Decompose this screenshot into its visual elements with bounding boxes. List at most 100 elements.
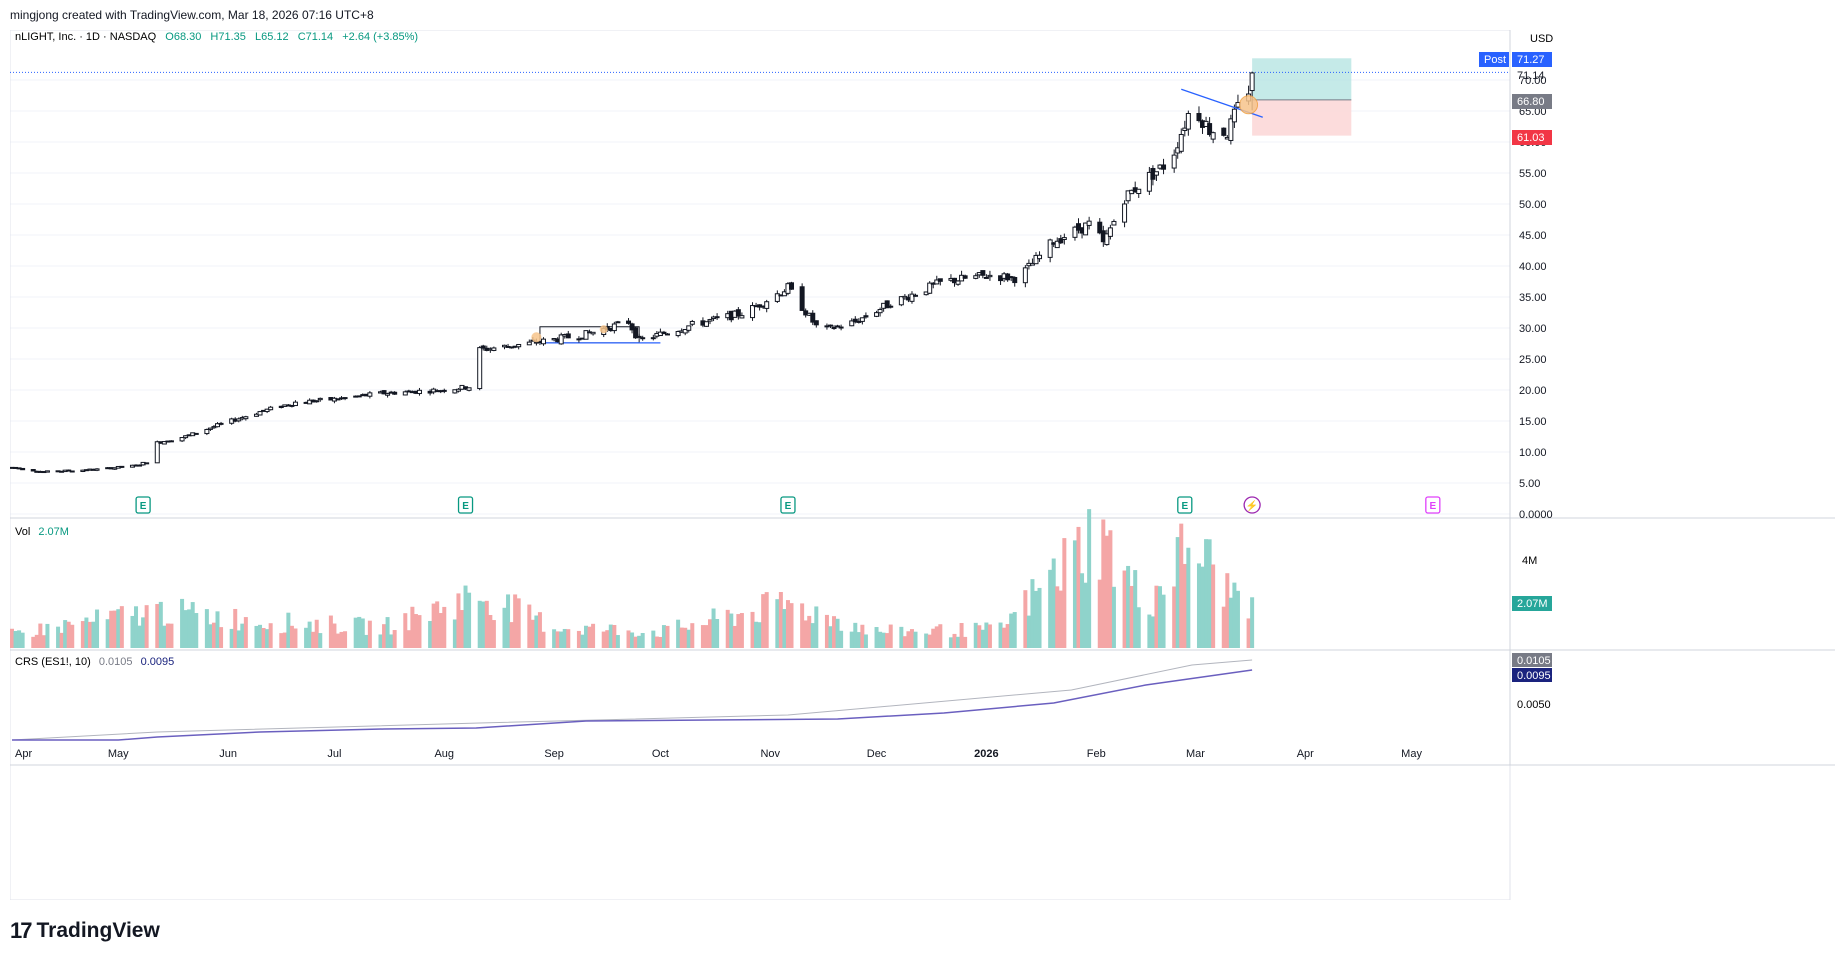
volume-bar[interactable] [1083,582,1088,648]
candle-body[interactable] [44,470,50,473]
earnings-event-icon[interactable] [780,496,796,514]
volume-bar[interactable] [484,600,489,648]
candle-body[interactable] [962,275,968,279]
volume-bar[interactable] [392,630,397,648]
candle-body[interactable] [884,300,890,309]
volume-bar[interactable] [1196,563,1201,648]
crs-lines[interactable] [11,659,1253,741]
candle-body[interactable] [179,437,185,442]
volume-bar[interactable] [591,623,596,648]
volume-bar[interactable] [807,615,812,648]
volume-bar[interactable] [112,610,117,648]
volume-bar[interactable] [584,625,588,648]
candle-body[interactable] [335,398,341,401]
volume-bar[interactable] [863,634,868,648]
candle-body[interactable] [466,387,472,391]
candle-body[interactable] [633,327,639,339]
volume-bar[interactable] [700,625,705,648]
volume-bar[interactable] [332,623,337,648]
candle-body[interactable] [831,326,837,330]
volume-bar[interactable] [162,625,167,648]
volume-bar[interactable] [849,631,854,648]
candle-body[interactable] [983,276,989,279]
candle-body[interactable] [480,345,486,349]
volume-bar[interactable] [233,608,238,648]
candle-body[interactable] [1022,267,1028,284]
candle-body[interactable] [735,309,741,317]
volume-bar[interactable] [789,603,794,648]
volume-bar[interactable] [732,625,737,648]
volume-bar[interactable] [134,606,139,648]
volume-bar[interactable] [481,601,486,648]
volume-bar[interactable] [339,631,344,648]
volume-bar[interactable] [1175,537,1180,648]
volume-bar[interactable] [66,621,71,648]
volume-bar[interactable] [775,599,780,648]
volume-bar[interactable] [931,628,936,648]
volume-bar[interactable] [59,632,64,648]
volume-bar[interactable] [839,630,844,648]
candle-body[interactable] [441,389,447,392]
volume-bar[interactable] [403,613,408,648]
volume-bar[interactable] [17,630,22,648]
volume-bar[interactable] [240,623,245,648]
volume-bar[interactable] [243,617,248,648]
volume-bar[interactable] [417,615,422,648]
volume-bar[interactable] [183,610,188,648]
volume-bar[interactable] [116,609,121,648]
consolidation-box[interactable] [539,326,640,344]
candle-body[interactable] [243,416,249,420]
volume-bar[interactable] [1150,616,1155,648]
volume-bar[interactable] [229,628,234,648]
candle-body[interactable] [937,278,943,282]
volume-bar[interactable] [711,608,716,648]
candle-body[interactable] [714,316,720,319]
volume-bar[interactable] [428,620,433,648]
volume-bar[interactable] [640,633,645,648]
crs-raw-line[interactable] [11,659,1253,741]
volume-bar[interactable] [661,625,666,648]
candle-body[interactable] [1207,123,1213,136]
volume-bar[interactable] [715,619,720,648]
candle-body[interactable] [317,397,323,401]
volume-bar[interactable] [1033,590,1038,648]
volume-bar[interactable] [353,617,358,648]
volume-bar[interactable] [459,610,464,648]
candle-body[interactable] [764,301,770,309]
candle-body[interactable] [236,418,242,422]
candle-body[interactable] [987,274,993,278]
volume-bar[interactable] [364,634,369,648]
volume-bar[interactable] [34,634,39,648]
volume-bar[interactable] [80,621,85,648]
candle-body[interactable] [799,286,805,311]
volume-bar[interactable] [513,594,518,648]
volume-bar[interactable] [580,634,585,648]
volume-bar[interactable] [764,592,769,648]
volume-bar[interactable] [1126,565,1131,648]
candle-body[interactable] [1122,203,1128,223]
volume-bar[interactable] [31,636,36,648]
candle-body[interactable] [119,465,125,468]
volume-bar[interactable] [502,607,507,648]
volume-bar[interactable] [1108,530,1113,648]
volume-bar[interactable] [555,631,560,648]
candle-body[interactable] [626,320,632,324]
volume-bar[interactable] [803,620,808,648]
candle-body[interactable] [342,397,348,400]
volume-bar[interactable] [488,615,493,648]
candle-body[interactable] [827,324,833,327]
candle-body[interactable] [314,400,320,403]
candle-body[interactable] [835,325,841,328]
candle-body[interactable] [455,388,461,392]
candle-body[interactable] [264,408,270,413]
candle-body[interactable] [1161,164,1167,170]
volume-bar[interactable] [750,611,755,648]
candle-body[interactable] [1111,220,1117,226]
volume-bar[interactable] [84,617,89,648]
volume-bar[interactable] [343,631,348,648]
volume-bar[interactable] [442,606,447,648]
candle-body[interactable] [664,333,670,336]
volume-bar[interactable] [615,635,620,648]
